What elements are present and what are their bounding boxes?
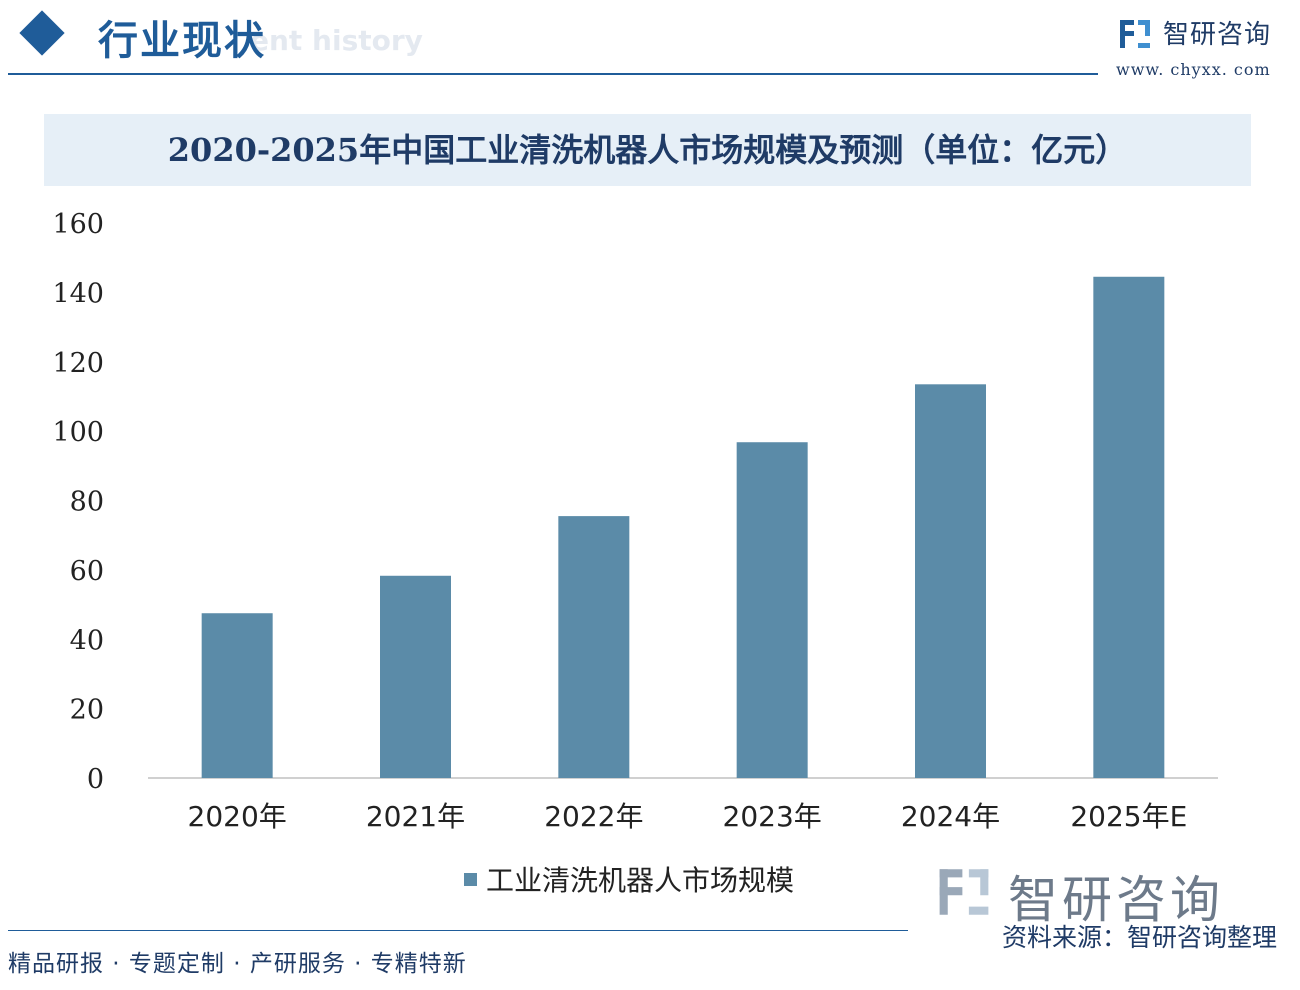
bar-2025年E: [1093, 276, 1165, 778]
chyxx-footer-logo-icon: [939, 869, 989, 915]
diamond-icon: [19, 10, 65, 56]
bar-chart: 0 20 40 60 80 100 120 140 160 2020年 2021年 2022年 2023…: [52, 209, 1218, 897]
footer-logo-text: 智研咨询: [1008, 871, 1224, 929]
y-tick-label: 20: [70, 695, 104, 726]
legend-swatch: [464, 873, 477, 886]
bar-2022年: [558, 516, 630, 778]
chart-title-band: [44, 114, 1251, 186]
x-tick-label: 2022年: [544, 800, 643, 833]
x-tick-label: 2025年E: [1070, 800, 1187, 833]
header-logo-url[interactable]: www. chyxx. com: [1116, 60, 1271, 79]
header-divider: [8, 73, 1098, 75]
footer-divider: [8, 930, 908, 931]
page-header: ent history 行业现状 智研咨询 www. chyxx. com: [0, 0, 1300, 80]
source-note: 资料来源：智研咨询整理: [1002, 923, 1278, 952]
bar-2024年: [915, 384, 986, 778]
x-tick-label: 2024年: [901, 800, 1000, 833]
chyxx-logo-icon: [1120, 20, 1150, 48]
y-tick-label: 160: [52, 209, 104, 240]
y-tick-label: 140: [52, 278, 104, 309]
y-tick-label: 120: [52, 348, 104, 379]
chart-title: 2020-2025年中国工业清洗机器人市场规模及预测（单位：亿元）: [167, 131, 1128, 169]
y-tick-label: 80: [70, 487, 104, 518]
y-tick-label: 100: [52, 417, 104, 448]
header-logo-text: 智研咨询: [1163, 20, 1272, 50]
y-tick-label: 40: [70, 625, 104, 656]
header-title: 行业现状: [98, 18, 266, 64]
x-tick-label: 2021年: [366, 800, 465, 833]
bar-2021年: [380, 575, 451, 778]
y-tick-label: 60: [70, 556, 104, 587]
header-subtitle-ghost: ent history: [250, 24, 423, 57]
bar-2023年: [736, 442, 808, 778]
bar-2020年: [201, 613, 273, 778]
footer-tagline: 精品研报 · 专题定制 · 产研服务 · 专精特新: [8, 951, 467, 977]
x-tick-label: 2020年: [188, 800, 287, 833]
y-tick-label: 0: [87, 764, 104, 795]
x-tick-label: 2023年: [723, 800, 822, 833]
legend-label: 工业清洗机器人市场规模: [486, 864, 794, 897]
